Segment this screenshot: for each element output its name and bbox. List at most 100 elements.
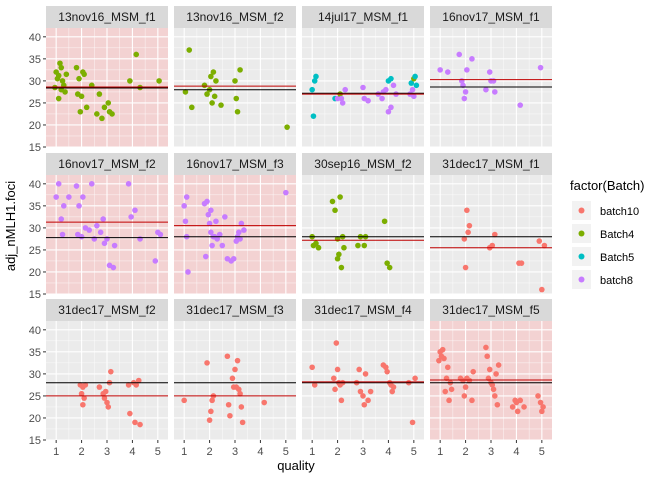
facet-title: 16nov17_MSM_f2 [58,157,156,171]
data-point [313,240,319,247]
data-point [204,198,210,205]
x-tick-label: 5 [539,446,545,458]
data-point [309,364,315,371]
y-tick-label: 40 [29,32,41,44]
data-point [412,73,418,80]
data-point [541,242,548,249]
y-axis-title: adj_nMLH1.foci [3,181,18,271]
data-point [229,375,236,382]
x-tick-label: 3 [360,446,366,458]
data-point [381,218,388,225]
x-tick-label: 1 [309,446,315,458]
data-point [202,253,209,260]
data-point [101,395,108,401]
data-point [486,366,493,373]
data-point [237,236,243,242]
facet-panel: 13nov16_MSM_f2 [174,6,296,148]
facet-panel: 16nov17_MSM_f2 15 20 25 30 35 40 [29,153,168,301]
data-point [227,412,233,419]
data-point [94,222,100,229]
data-point [182,218,189,225]
data-point [365,97,371,104]
data-point [464,207,470,214]
x-tick-label: 2 [463,446,469,458]
data-point [439,346,446,353]
data-point [152,258,159,264]
data-point [332,207,338,214]
x-tick-label: 5 [411,446,417,458]
data-point [99,115,105,122]
data-point [409,86,416,93]
data-point [329,198,336,205]
data-point [82,382,89,388]
legend-key [578,207,585,214]
data-point [60,203,67,209]
y-tick-label: 30 [29,223,41,235]
data-point [311,78,318,84]
data-point [137,236,143,242]
facet-title: 16nov17_MSM_f3 [186,157,284,171]
data-point [127,410,133,417]
facet-panel: 30sep16_MSM_f2 [302,153,424,295]
data-point [514,408,521,415]
data-point [73,183,80,189]
facet-panel: 31dec17_MSM_f3 1 2 3 4 5 [174,299,296,458]
data-point [133,382,140,388]
x-tick-label: 4 [513,446,519,458]
data-point [208,229,214,236]
data-point [237,67,243,73]
x-tick-label: 2 [335,446,341,458]
data-point [88,181,95,187]
data-point [232,78,238,84]
data-point [230,255,237,262]
x-tick-label: 4 [257,446,263,458]
data-point [333,340,340,346]
data-point [208,73,214,80]
data-point [332,386,338,393]
legend-label: Batch4 [600,229,634,241]
data-point [413,82,420,89]
data-point [356,366,362,373]
data-point [208,207,214,214]
data-point [59,231,66,238]
data-point [489,382,496,388]
data-point [127,78,133,84]
data-point [132,207,138,214]
facet-strip [46,153,168,175]
y-tick-label: 20 [29,413,41,425]
facet-strip [430,153,552,175]
data-point [101,104,108,111]
data-point [102,388,109,395]
data-point [465,229,471,236]
data-point [96,384,103,390]
data-point [78,233,85,240]
x-tick-label: 5 [283,446,289,458]
facet-strip [430,6,552,28]
y-tick-label: 40 [29,179,41,191]
data-point [208,408,214,415]
facet-panel: 16nov17_MSM_f1 [430,6,552,148]
data-point [100,216,106,222]
data-point [456,51,463,58]
facet-strip [174,299,296,321]
data-point [490,78,497,84]
x-tick-label: 4 [129,446,135,458]
data-point [412,375,418,382]
legend-key [578,253,585,260]
data-point [464,67,470,73]
data-point [361,242,368,249]
data-point [489,242,496,249]
data-point [238,220,245,227]
data-point [509,404,516,410]
y-tick-label: 30 [29,76,41,88]
facet-title: 31dec17_MSM_f2 [58,303,156,317]
data-point [109,111,115,117]
facet-strip [430,299,552,321]
y-tick-label: 25 [29,98,41,110]
data-point [334,255,341,262]
data-point [125,382,132,388]
data-point [462,264,469,271]
data-point [409,419,416,426]
data-point [540,404,546,410]
data-point [339,100,346,106]
